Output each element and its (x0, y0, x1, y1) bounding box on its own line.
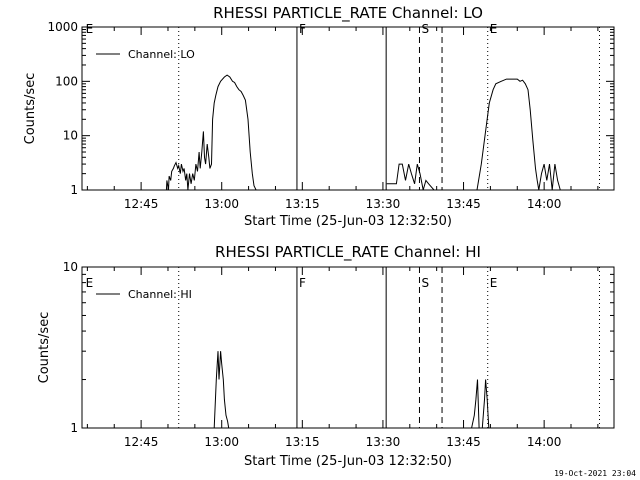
flag-label: E (86, 276, 94, 290)
data-series-line (213, 351, 230, 429)
x-tick-label: 14:00 (527, 435, 562, 449)
legend-label: Channel: HI (128, 288, 192, 301)
y-tick-label: 100 (55, 74, 78, 88)
x-tick-label: 12:45 (124, 197, 159, 211)
x-axis-label: Start Time (25-Jun-03 12:32:50) (244, 454, 452, 469)
y-tick-label: 1000 (47, 20, 78, 34)
flag-label: E (490, 276, 498, 290)
x-tick-label: 13:15 (285, 435, 320, 449)
y-tick-label: 10 (63, 129, 78, 143)
legend-label: Channel: LO (128, 48, 195, 61)
y-axis-label: Counts/sec (23, 73, 38, 145)
x-tick-label: 13:00 (204, 435, 239, 449)
plot-frame (81, 266, 615, 429)
y-tick-label: 1 (70, 421, 78, 435)
data-series-line (386, 78, 561, 191)
chart-title: RHESSI PARTICLE_RATE Channel: LO (213, 4, 483, 23)
x-tick-label: 13:45 (446, 435, 481, 449)
y-tick-label: 1 (70, 183, 78, 197)
flag-label: S (421, 22, 429, 36)
data-series-line (165, 74, 257, 191)
plot-frame (81, 26, 615, 191)
x-tick-label: 13:00 (204, 197, 239, 211)
x-tick-label: 12:45 (124, 435, 159, 449)
y-axis-label: Counts/sec (37, 312, 52, 384)
x-axis-label: Start Time (25-Jun-03 12:32:50) (244, 214, 452, 229)
flag-label: E (490, 22, 498, 36)
x-tick-label: 13:15 (285, 197, 320, 211)
y-tick-label: 10 (63, 260, 78, 274)
flag-label: E (86, 22, 94, 36)
x-tick-label: 14:00 (527, 197, 562, 211)
x-tick-label: 13:30 (366, 435, 401, 449)
chart-title: RHESSI PARTICLE_RATE Channel: HI (215, 243, 481, 262)
flag-label: S (421, 276, 429, 290)
data-series-line (468, 379, 490, 429)
flag-label: F (299, 276, 306, 290)
flag-label: F (299, 22, 306, 36)
timestamp-label: 19-Oct-2021 23:04 (554, 469, 636, 478)
x-tick-label: 13:45 (446, 197, 481, 211)
panel-hi: RHESSI PARTICLE_RATE Channel: HI Counts/s… (37, 243, 615, 469)
panel-lo: RHESSI PARTICLE_RATE Channel: LO Counts/s… (23, 4, 615, 229)
x-tick-label: 13:30 (366, 197, 401, 211)
